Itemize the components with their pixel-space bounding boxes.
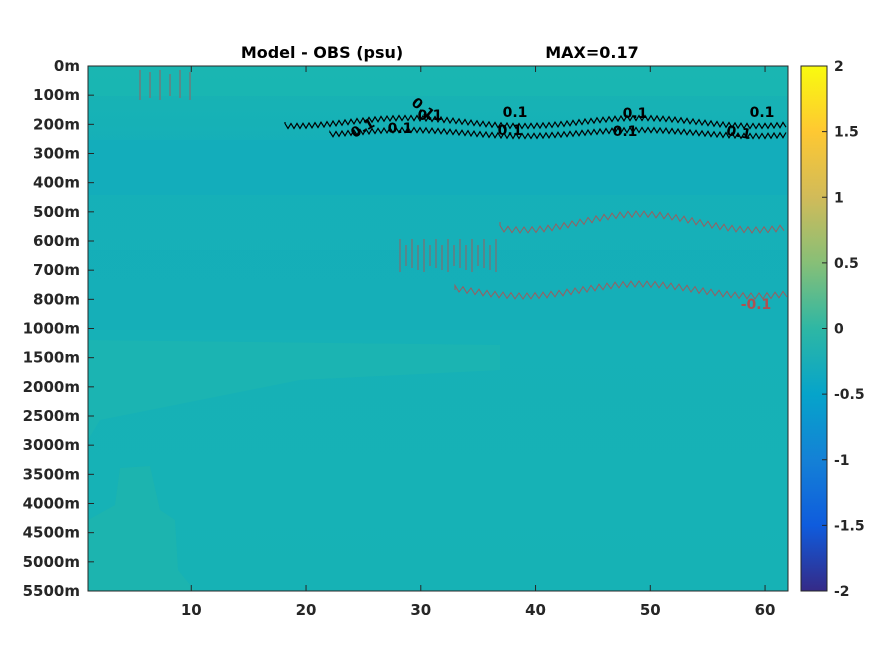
chart-title: Model - OBS (psu) bbox=[241, 43, 403, 62]
y-tick-label: 400m bbox=[33, 174, 80, 192]
colorbar-tick-label: -1 bbox=[834, 453, 850, 469]
contour-line-0.1-lower bbox=[329, 126, 787, 140]
plot-area: 0.1 0.10.10.1 0.10.10.10.10.10.1-0.1 bbox=[87, 65, 789, 592]
field-band-shallow bbox=[88, 66, 788, 96]
contour-line-neg-lower bbox=[454, 280, 788, 300]
colorbar-ticks: 2 1.5 1 0.5 0 -0.5 -1 -1.5 -2 bbox=[822, 59, 865, 600]
contour-label-pos: 0.1 bbox=[503, 105, 528, 121]
y-tick-label: 3000m bbox=[23, 436, 80, 454]
contour-label-pos: 0.1 bbox=[498, 123, 523, 139]
colorbar-tick-label: 0 bbox=[834, 322, 844, 338]
negative-contours bbox=[139, 70, 788, 300]
y-tick-label: 1000m bbox=[23, 320, 80, 338]
y-tick-label: 2000m bbox=[23, 378, 80, 396]
contour-surface-marks bbox=[139, 70, 191, 100]
field-band-lower bbox=[88, 140, 788, 195]
y-tick-label: 700m bbox=[33, 261, 80, 279]
x-tick-label: 50 bbox=[640, 601, 661, 619]
colorbar-tick-label: 1 bbox=[834, 190, 844, 206]
y-tick-label: 100m bbox=[33, 86, 80, 104]
field-band-mid bbox=[88, 250, 788, 330]
y-tick-label: 4500m bbox=[23, 524, 80, 542]
contour-label-pos: 0.1 bbox=[725, 123, 752, 143]
y-tick-label: 2500m bbox=[23, 407, 80, 425]
contour-line-0.1-upper bbox=[284, 114, 787, 130]
colorbar-tick-label: -0.5 bbox=[834, 387, 865, 403]
x-axis: 10 20 30 40 50 60 bbox=[181, 66, 776, 619]
y-tick-label: 5500m bbox=[23, 582, 80, 600]
contour-label-pos: 0.1 bbox=[388, 121, 413, 137]
y-axis: 0m 100m 200m 300m 400m 500m 600m 700m 800m 1000m 1… bbox=[23, 57, 94, 600]
positive-contours bbox=[284, 114, 787, 140]
max-label: MAX=0.17 bbox=[545, 43, 639, 62]
field-patch-left bbox=[88, 340, 500, 440]
contour-label-pos: 0.1 bbox=[750, 105, 775, 121]
x-tick-label: 60 bbox=[755, 601, 776, 619]
colorbar-tick-label: 1.5 bbox=[834, 125, 859, 141]
colorbar-tick-label: -2 bbox=[834, 584, 850, 600]
y-tick-label: 600m bbox=[33, 232, 80, 250]
colorbar-tick-label: -1.5 bbox=[834, 518, 865, 534]
y-tick-label: 0m bbox=[54, 57, 80, 75]
y-tick-label: 5000m bbox=[23, 553, 80, 571]
x-tick-label: 40 bbox=[525, 601, 546, 619]
contour-label-pos: 0.1 bbox=[623, 106, 648, 122]
contour-label-pos: 0.1 bbox=[613, 124, 638, 140]
y-tick-label: 200m bbox=[33, 115, 80, 133]
contour-label-pos: 0.1 bbox=[418, 108, 443, 124]
x-tick-label: 10 bbox=[181, 601, 202, 619]
y-tick-label: 300m bbox=[33, 145, 80, 163]
y-tick-label: 4000m bbox=[23, 495, 80, 513]
contour-line-neg-upper bbox=[499, 210, 785, 234]
y-tick-label: 1500m bbox=[23, 349, 80, 367]
field-patch-bottomleft bbox=[88, 466, 195, 591]
y-tick-label: 800m bbox=[33, 290, 80, 308]
y-tick-label: 3500m bbox=[23, 465, 80, 483]
colorbar-tick-label: 2 bbox=[834, 59, 844, 75]
x-tick-label: 20 bbox=[296, 601, 317, 619]
x-tick-label: 30 bbox=[410, 601, 431, 619]
colorbar: 2 1.5 1 0.5 0 -0.5 -1 -1.5 -2 bbox=[800, 59, 865, 600]
y-tick-label: 500m bbox=[33, 203, 80, 221]
contour-label-neg: -0.1 bbox=[741, 297, 772, 313]
colorbar-tick-label: 0.5 bbox=[834, 256, 859, 272]
